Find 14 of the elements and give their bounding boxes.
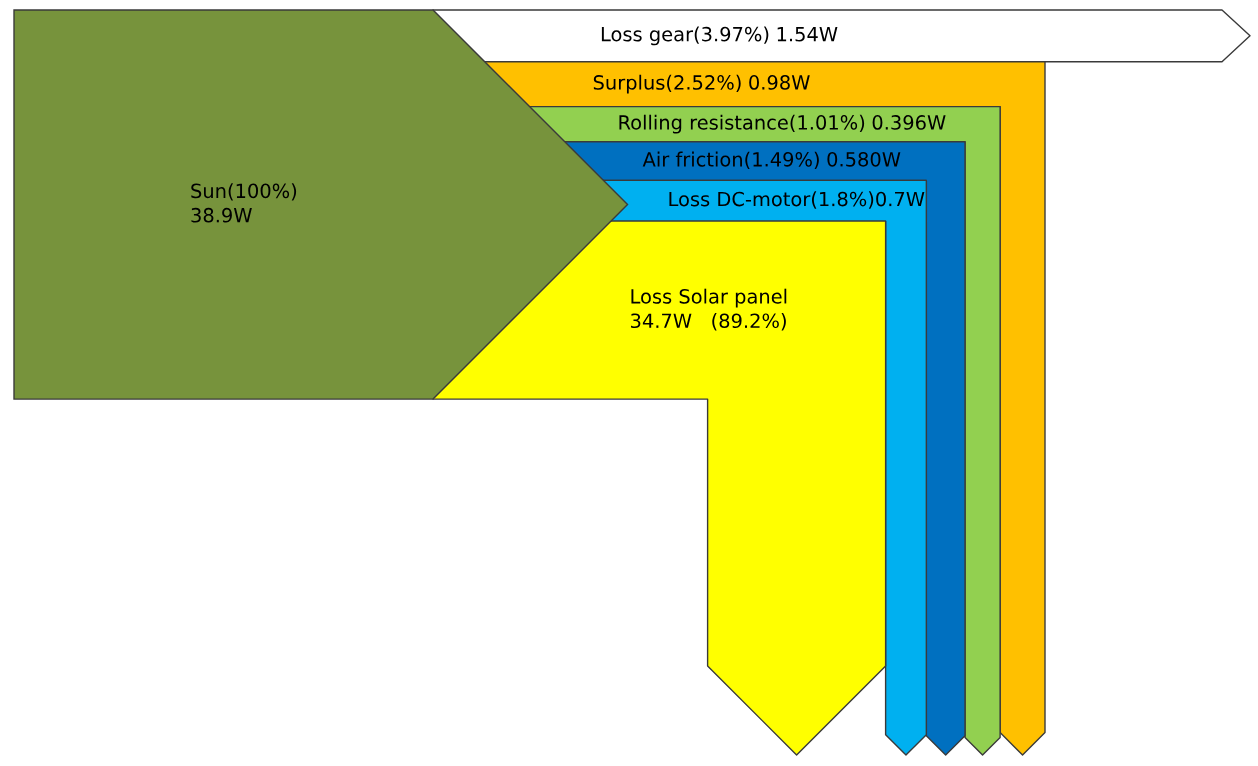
category-label: Air friction(1.49%): [642, 151, 819, 169]
category-label: Surplus(2.52%): [593, 74, 741, 94]
data-label: 0.98W: [749, 75, 810, 90]
category-label: Loss DC-motor(1.8%): [669, 191, 874, 209]
data-label: 0.7W: [876, 191, 925, 207]
data-label: 34.7W (89.2%): [631, 313, 786, 331]
category-label: Loss Solar panel: [631, 288, 787, 308]
data-label: 0.396W: [872, 115, 946, 130]
data-label: 1.54W: [777, 27, 838, 42]
category-label: Rolling resistance(1.01%): [619, 114, 865, 134]
category-label: Sun(100%): [191, 183, 297, 201]
data-label: 0.580W: [827, 151, 901, 167]
data-label: 38.9W: [191, 207, 252, 223]
category-label: Loss gear(3.97%): [601, 26, 769, 46]
